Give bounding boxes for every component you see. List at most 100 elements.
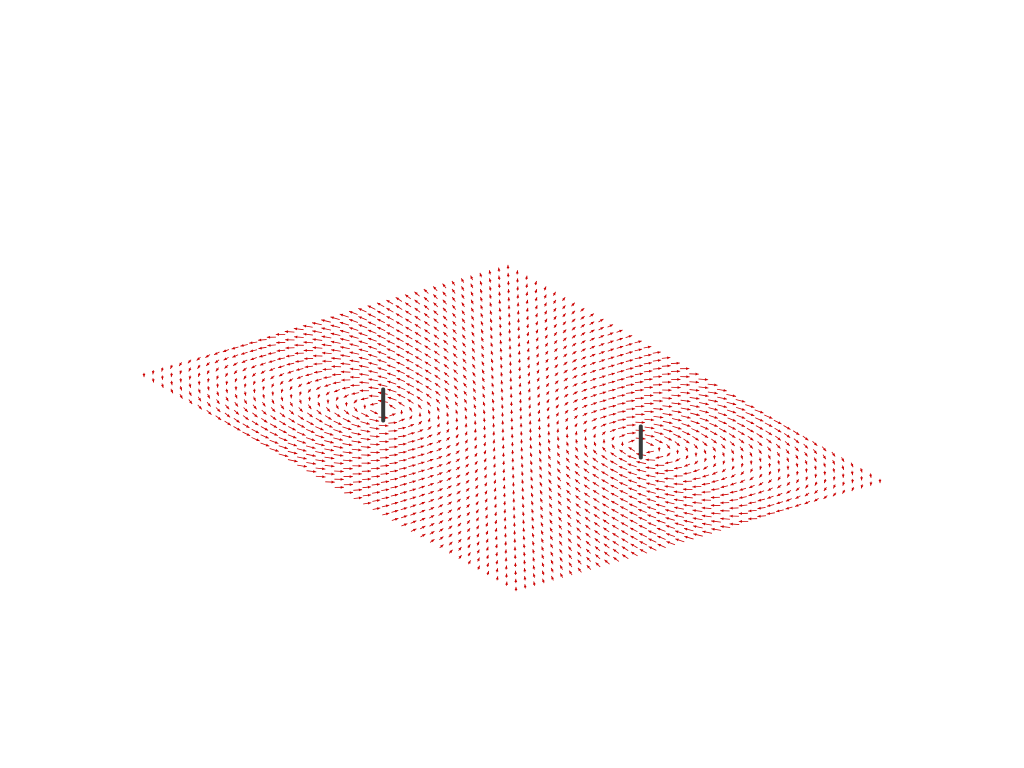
field-arrow [627,455,637,460]
field-arrow [689,404,700,408]
field-arrow [161,383,164,389]
field-arrow [442,323,448,329]
field-arrow [288,426,296,431]
field-arrow [580,332,586,336]
field-arrow [493,503,497,508]
field-arrow [316,409,322,415]
field-arrow [188,367,192,372]
field-arrow [509,369,513,374]
field-arrow [592,481,600,487]
field-arrow [396,361,405,366]
field-arrow [692,477,701,481]
field-arrow [490,350,494,356]
field-arrow [305,373,313,377]
field-arrow [747,435,754,441]
field-arrow [439,544,444,549]
field-arrow [795,462,799,468]
field-arrow [377,367,387,371]
field-arrow [765,430,773,436]
field-arrow [652,351,661,354]
field-arrow [390,493,399,497]
field-arrow [470,275,474,281]
field-arrow [424,329,431,335]
field-arrow [234,401,239,407]
field-arrow [489,318,493,324]
field-arrow [512,490,516,495]
field-arrow [643,377,653,381]
field-arrow [462,342,467,348]
field-arrow [426,434,433,438]
field-arrow [398,426,406,430]
field-arrow [216,391,219,397]
field-arrow [437,496,444,500]
field-arrow [599,383,607,387]
field-arrow [777,460,780,465]
field-arrow [339,313,349,318]
field-arrow [717,412,728,417]
field-arrow [566,505,572,511]
field-arrow [616,378,625,381]
field-arrow [680,399,691,403]
field-arrow [260,442,270,447]
field-arrow [474,468,479,474]
field-arrow [340,346,350,350]
field-arrow [812,441,818,447]
field-arrow [433,326,439,332]
field-arrow [269,367,276,372]
field-arrow [553,339,558,345]
field-arrow [655,487,666,491]
field-arrow [580,340,586,344]
field-arrow [671,402,682,406]
field-arrow [415,372,423,377]
field-arrow [502,476,506,482]
field-arrow [729,441,736,447]
field-arrow [379,432,389,436]
field-arrow [599,407,607,411]
field-arrow [474,452,478,458]
field-arrow [472,363,476,369]
field-arrow [512,506,516,511]
field-arrow [783,433,791,439]
field-arrow [258,346,267,350]
field-arrow [625,367,634,370]
field-arrow [592,465,599,471]
field-arrow [461,310,466,316]
field-arrow [729,506,739,510]
field-arrow [575,495,581,501]
field-arrow [501,436,505,441]
field-arrow [562,305,566,310]
field-arrow [692,525,703,529]
field-arrow [550,559,554,565]
field-arrow [563,361,568,366]
field-arrow [607,340,614,344]
field-arrow [699,417,709,422]
field-arrow [321,351,332,355]
field-arrow [388,404,396,410]
field-arrow [231,346,239,350]
field-arrow [284,330,295,334]
field-arrow [510,417,514,423]
field-arrow [433,334,440,340]
field-arrow [626,415,636,419]
field-arrow [397,393,406,399]
field-arrow [564,409,569,414]
field-arrow [673,474,683,478]
field-arrow [565,465,571,471]
field-arrow [758,482,764,486]
field-arrow [545,358,549,363]
field-arrow [739,479,746,484]
field-arrow [643,353,652,357]
field-arrow [277,365,285,369]
field-arrow [442,299,447,305]
field-arrow [349,327,359,331]
field-arrow [548,495,553,501]
field-arrow [644,434,655,438]
field-arrow [481,353,485,359]
field-arrow [833,484,837,489]
field-arrow [528,420,532,425]
field-arrow [589,321,595,326]
field-arrow [351,448,362,452]
field-arrow [481,345,485,350]
